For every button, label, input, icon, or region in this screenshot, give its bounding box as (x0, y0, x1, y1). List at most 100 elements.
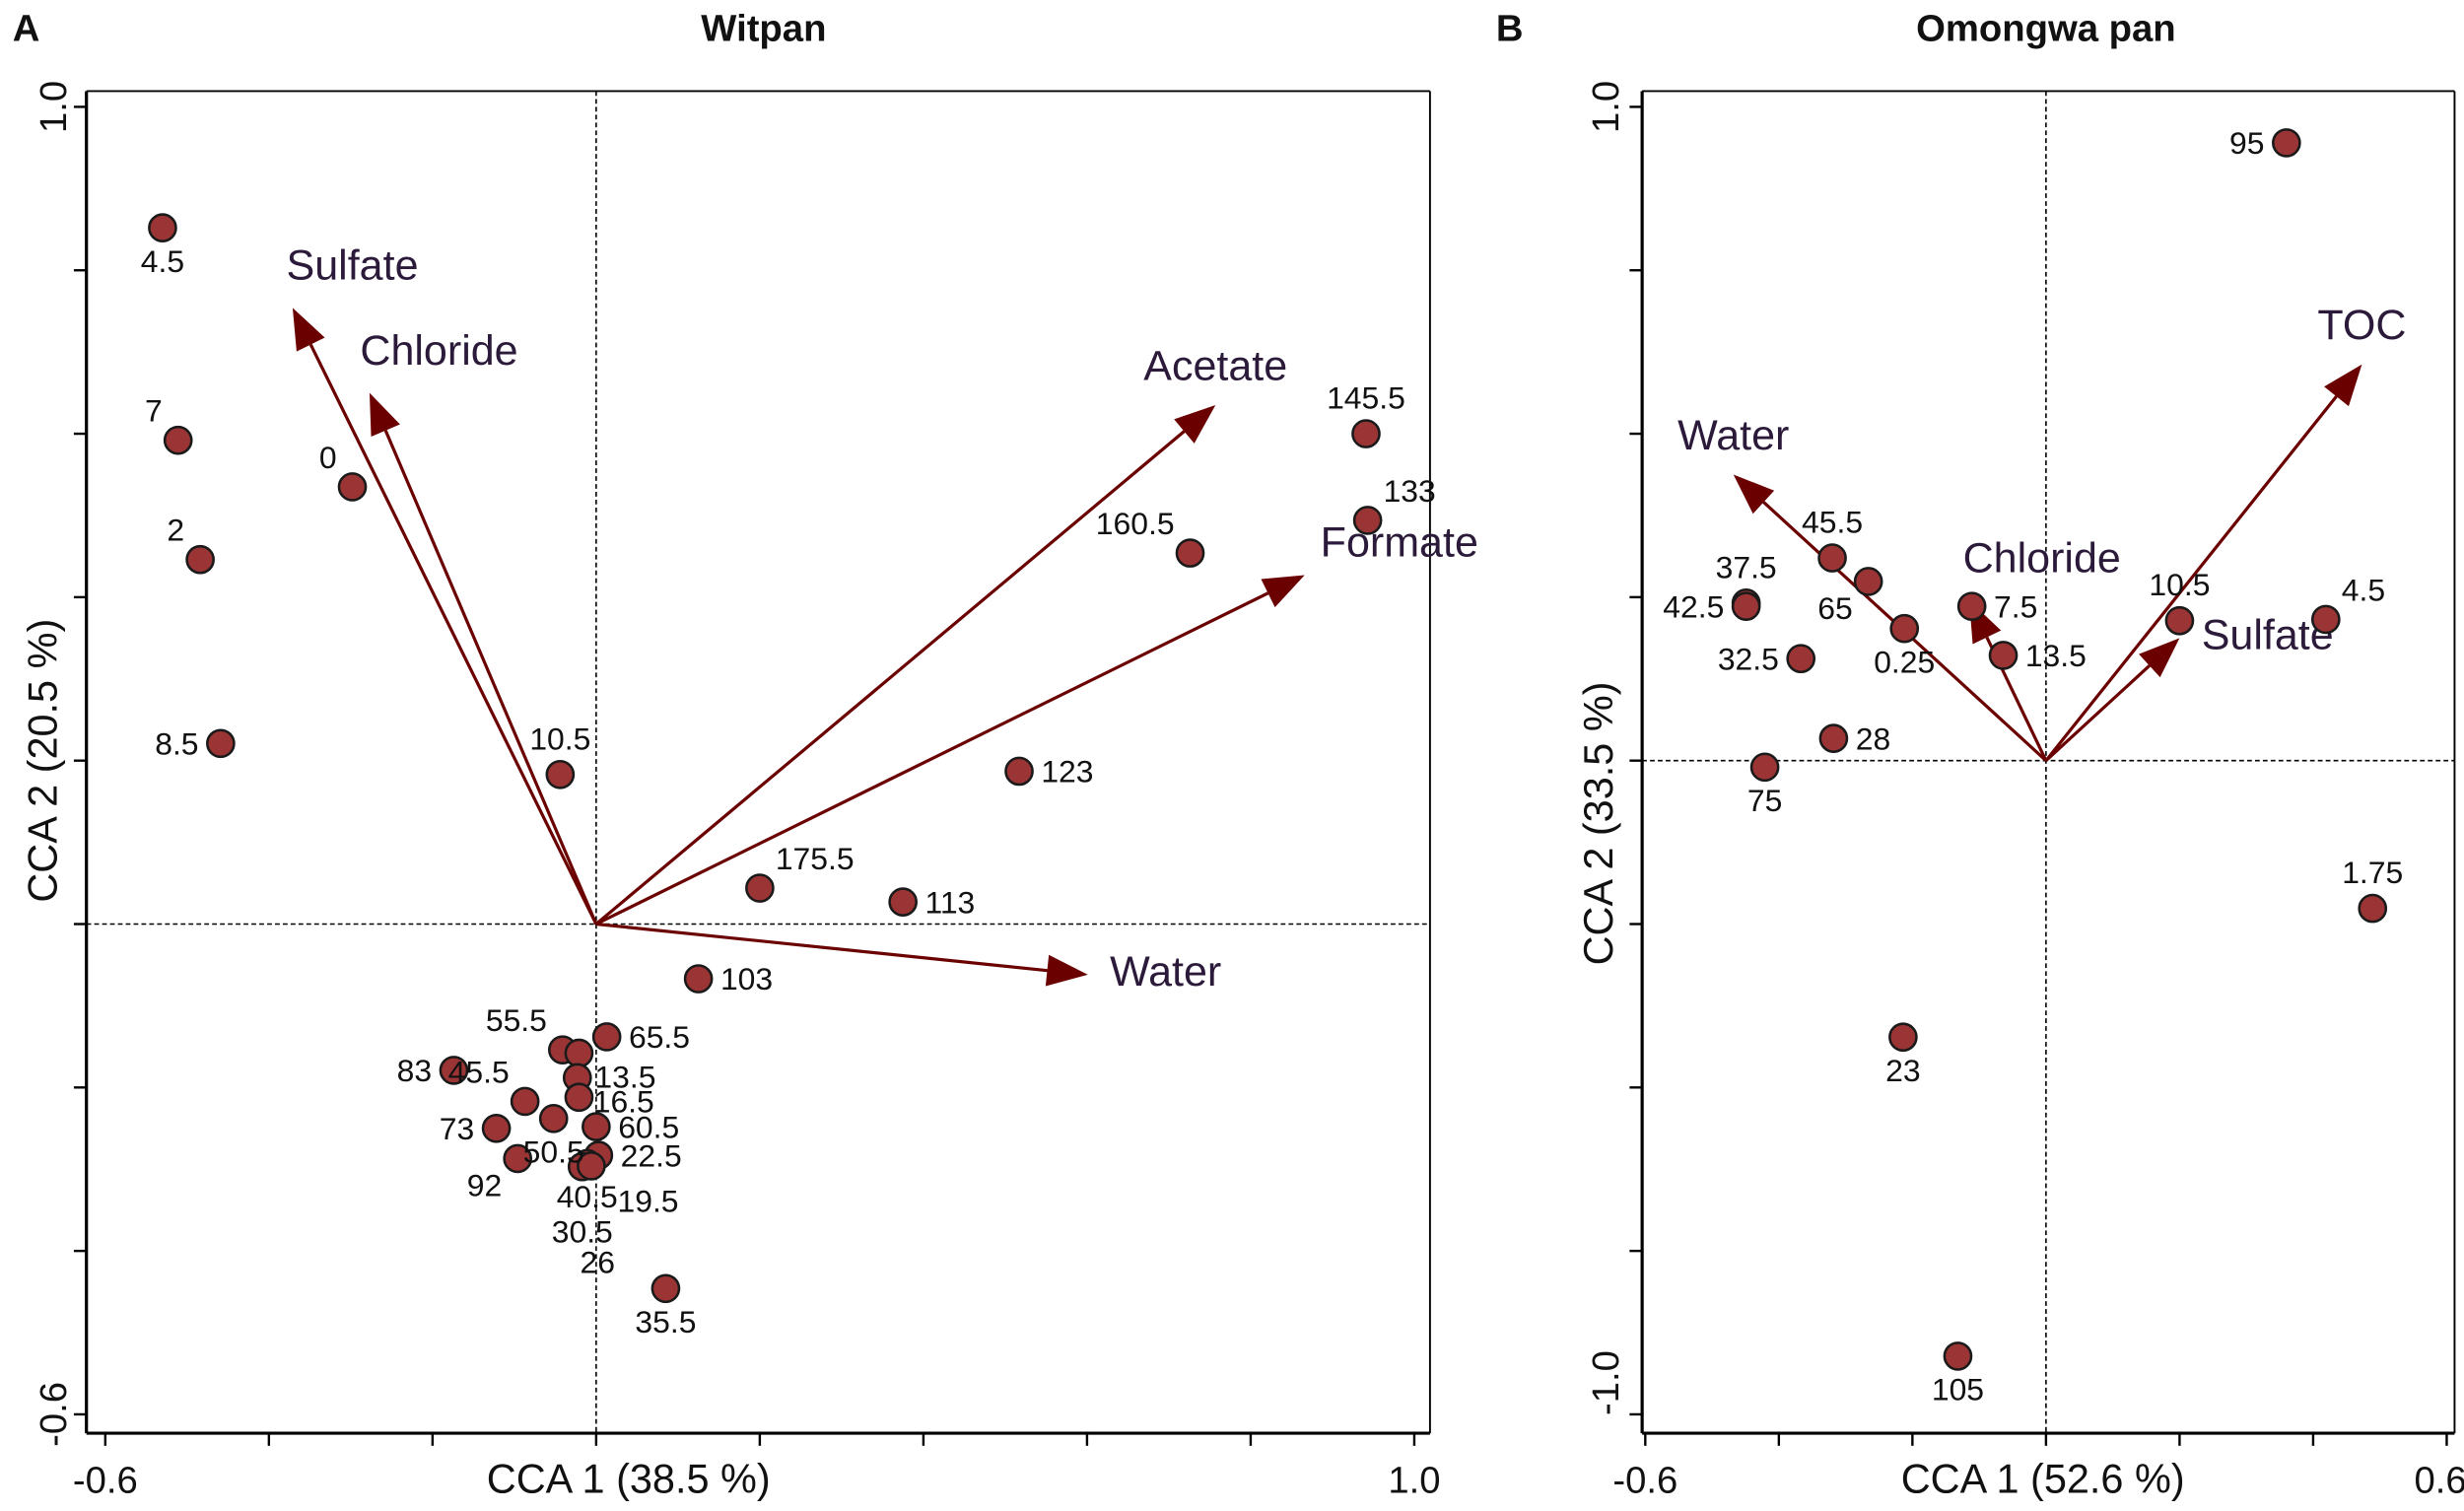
data-point (1943, 1341, 1973, 1371)
point-label: 1.75 (2342, 855, 2403, 890)
point-label: 113 (924, 884, 975, 920)
data-point (2358, 893, 2388, 924)
data-point (163, 425, 193, 455)
data-point (582, 1112, 611, 1141)
point-label: 7.5 (1994, 588, 2037, 624)
panel-b-omongwa-pan: B Omongwa pan CCA 1 (52.6 %) CCA 2 (33.5… (1496, 7, 2464, 1501)
vector-label: Formate (1321, 518, 1478, 566)
point-label: 145.5 (1327, 380, 1405, 416)
point-label: 10.5 (2149, 567, 2210, 602)
vector-label: Water (1110, 948, 1221, 996)
data-point (337, 472, 368, 502)
point-label: 2 (167, 513, 184, 548)
point-label: 28 (1856, 721, 1890, 756)
point-label: 160.5 (1096, 506, 1175, 541)
data-point (185, 544, 215, 575)
vector-label: Acetate (1143, 343, 1287, 390)
panel-letter-a: A (13, 7, 40, 49)
vector-label: Chloride (1963, 534, 2121, 582)
arrowhead-water (1045, 954, 1088, 987)
data-point (1749, 752, 1780, 783)
arrowhead-water (1733, 474, 1775, 515)
point-label: 0.25 (1874, 644, 1935, 679)
y-axis-label-a: CCA 2 (20.5 %) (19, 619, 65, 903)
point-label: 37.5 (1716, 549, 1777, 584)
data-point (1956, 591, 1987, 621)
point-label: 19.5 (617, 1184, 678, 1219)
data-point (683, 964, 714, 994)
point-label: 32.5 (1718, 641, 1779, 676)
y-tick-label-max-a: 1.0 (33, 81, 75, 133)
point-label: 13.5 (2025, 638, 2087, 673)
point-label: 55.5 (486, 1002, 547, 1038)
data-point (148, 213, 177, 242)
point-label: 83 (397, 1053, 432, 1088)
point-label: 105 (1932, 1372, 1984, 1408)
point-label: 16.5 (593, 1083, 654, 1119)
data-point (1352, 506, 1383, 535)
data-point (545, 759, 576, 790)
point-label: 50.5 (523, 1133, 584, 1169)
data-point (206, 728, 236, 759)
data-point (1731, 591, 1761, 621)
point-label: 92 (467, 1168, 502, 1203)
x-tick-label-min-a: -0.6 (73, 1460, 138, 1502)
data-point (1175, 538, 1205, 568)
point-label: 65 (1817, 590, 1852, 626)
data-point (510, 1086, 540, 1117)
data-point (564, 1082, 594, 1113)
point-label: 123 (1041, 754, 1093, 790)
point-label: 42.5 (1663, 588, 1724, 624)
point-label: 40.5 (557, 1179, 618, 1214)
data-point (481, 1113, 512, 1143)
point-label: 175.5 (776, 841, 855, 876)
y-tick-label-min-b: -1.0 (1585, 1350, 1627, 1415)
data-point (2272, 128, 2301, 158)
data-point (1351, 419, 1381, 448)
vector-label: Sulfate (287, 242, 419, 290)
data-point (1786, 644, 1816, 674)
x-tick-label-max-b: 0.6 (2414, 1460, 2464, 1502)
data-point (1004, 756, 1034, 787)
data-point (1988, 641, 2019, 670)
point-label: 10.5 (529, 721, 590, 756)
data-point (577, 1151, 606, 1181)
panel-letter-b: B (1496, 7, 1524, 49)
point-label: 45.5 (1802, 505, 1863, 540)
vector-arrow-sulfate (2044, 664, 2151, 762)
arrowhead-acetate (1174, 405, 1216, 444)
data-point (591, 1022, 622, 1052)
panel-a-witpan: A Witpan CCA 1 (38.5 %) CCA 2 (20.5 %) -… (13, 7, 1478, 1501)
data-point (888, 887, 918, 917)
vector-arrow-chloride (383, 430, 598, 926)
point-label: 22.5 (621, 1137, 682, 1173)
point-label: 75 (1747, 783, 1782, 818)
point-label: 0 (319, 440, 337, 475)
data-point (1889, 613, 1920, 644)
point-label: 103 (720, 961, 773, 996)
vector-arrow-sulfate (308, 343, 598, 926)
data-point (538, 1103, 569, 1133)
point-label: 26 (581, 1244, 615, 1279)
x-tick-label-max-a: 1.0 (1388, 1460, 1440, 1502)
point-label: 133 (1384, 473, 1436, 509)
y-axis-label-b: CCA 2 (33.5 %) (1575, 682, 1621, 966)
x-axis-label-a: CCA 1 (38.5 %) (487, 1456, 771, 1502)
arrowhead-formate (1261, 575, 1305, 608)
data-point (439, 1056, 469, 1085)
point-label: 95 (2229, 125, 2264, 161)
vector-arrow-acetate (594, 430, 1186, 926)
chart-title-a: Witpan (701, 7, 826, 49)
point-label: 60.5 (618, 1109, 679, 1144)
chart-title-b: Omongwa pan (1916, 7, 2176, 49)
point-label: 30.5 (552, 1213, 613, 1249)
point-label: 23 (1885, 1053, 1920, 1088)
data-point (564, 1038, 594, 1068)
vector-label: TOC (2317, 302, 2406, 349)
arrowhead-sulfate (292, 308, 325, 352)
arrowhead-toc (2324, 364, 2362, 407)
data-point (2164, 605, 2195, 636)
data-point (1817, 543, 1847, 573)
point-label: 8.5 (155, 725, 198, 761)
